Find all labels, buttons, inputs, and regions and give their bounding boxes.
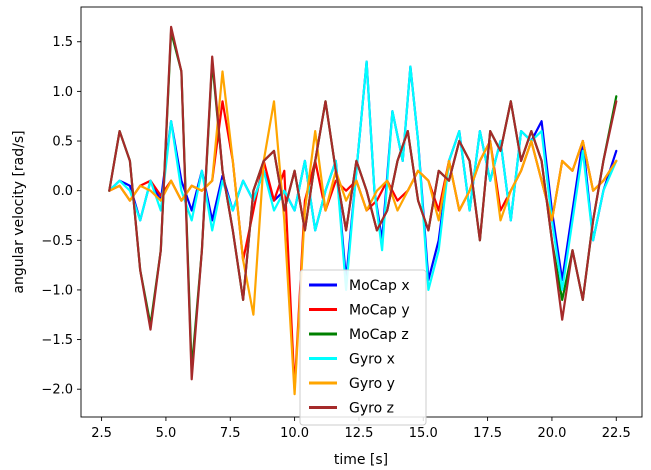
- legend-label-mocap-x: MoCap x: [349, 278, 410, 294]
- x-tick-label: 15.0: [409, 426, 438, 441]
- y-axis-label: angular velocity [rad/s]: [11, 130, 27, 293]
- series-layer: [108, 25, 618, 396]
- x-tick-label: 17.5: [473, 426, 502, 441]
- y-tick-label: −2.0: [41, 383, 73, 398]
- legend-label-mocap-z: MoCap z: [349, 327, 409, 343]
- y-tick-label: 1.0: [52, 85, 73, 100]
- y-tick-label: −1.0: [41, 283, 73, 298]
- x-tick-label: 2.5: [91, 426, 112, 441]
- series-line-gyro-z: [108, 25, 618, 381]
- x-axis-label: time [s]: [334, 452, 388, 468]
- y-tick-label: 0.5: [52, 135, 73, 150]
- y-axis: 1.5 1.0 0.5 0.0 −0.5 −1.0 −1.5 −2.0: [41, 35, 81, 398]
- legend: MoCap x MoCap y MoCap z Gyro x Gyro y Gyro z: [299, 269, 427, 426]
- y-tick-label: 1.5: [52, 35, 73, 50]
- legend-label-gyro-z: Gyro z: [349, 401, 394, 417]
- x-tick-label: 5.0: [156, 426, 177, 441]
- x-axis: 2.5 5.0 7.5 10.0 12.5 15.0 17.5 20.0 22.5: [91, 417, 631, 441]
- x-tick-label: 10.0: [280, 426, 309, 441]
- legend-label-gyro-x: Gyro x: [349, 352, 395, 368]
- x-tick-label: 7.5: [220, 426, 241, 441]
- series-line-gyro-y: [108, 70, 618, 396]
- x-tick-label: 12.5: [344, 426, 373, 441]
- legend-label-mocap-y: MoCap y: [349, 303, 410, 319]
- y-tick-label: −1.5: [41, 333, 73, 348]
- x-tick-label: 22.5: [602, 426, 631, 441]
- legend-label-gyro-y: Gyro y: [349, 376, 395, 392]
- x-tick-label: 20.0: [537, 426, 566, 441]
- y-tick-label: −0.5: [41, 234, 73, 249]
- y-tick-label: 0.0: [52, 184, 73, 199]
